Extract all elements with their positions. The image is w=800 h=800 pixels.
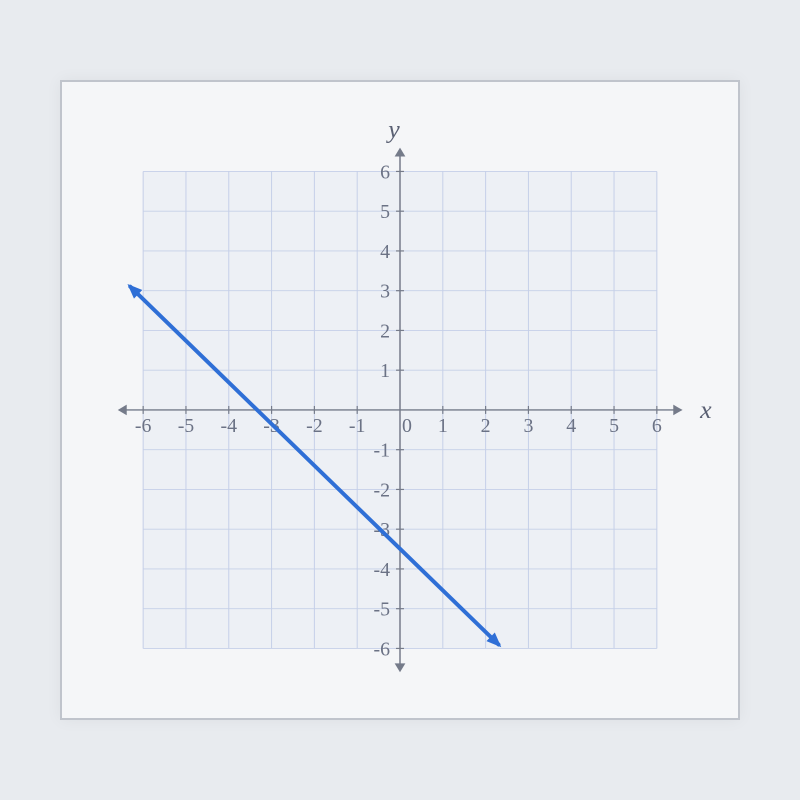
y-tick-label: 1 [380,360,390,382]
x-tick-label: 5 [609,415,619,437]
x-tick-label: 3 [523,415,533,437]
y-axis-arrow-down [395,663,406,672]
y-axis-label: y [385,115,400,144]
x-axis-arrow-left [118,405,127,416]
x-tick-label: -6 [135,415,152,437]
y-tick-label: 5 [380,201,390,223]
chart-render-group: -6-5-4-3-2-10123456-6-5-4-3-2-1123456xy [118,115,712,673]
x-tick-label: -5 [178,415,195,437]
y-tick-label: -2 [374,479,391,501]
x-tick-label: -1 [349,415,366,437]
y-tick-label: 3 [380,281,390,303]
x-axis-arrow-right [673,405,682,416]
x-axis-label: x [699,395,712,424]
y-tick-label: -4 [374,559,391,581]
x-tick-label: -2 [306,415,323,437]
x-tick-label: 6 [652,415,662,437]
x-tick-label: 4 [566,415,576,437]
x-tick-label: -4 [220,415,237,437]
y-tick-label: -6 [374,638,391,660]
y-tick-label: -5 [374,599,391,621]
y-axis-arrow-up [395,148,406,157]
chart-svg: -6-5-4-3-2-10123456-6-5-4-3-2-1123456xy [62,82,738,718]
y-tick-label: 6 [380,161,390,183]
x-tick-label: 2 [481,415,491,437]
coordinate-plane-chart: -6-5-4-3-2-10123456-6-5-4-3-2-1123456xy [60,80,740,720]
x-tick-label: 0 [402,415,412,437]
y-tick-label: -1 [374,440,391,462]
y-tick-label: 2 [380,320,390,342]
y-tick-label: 4 [380,241,390,263]
x-tick-label: 1 [438,415,448,437]
